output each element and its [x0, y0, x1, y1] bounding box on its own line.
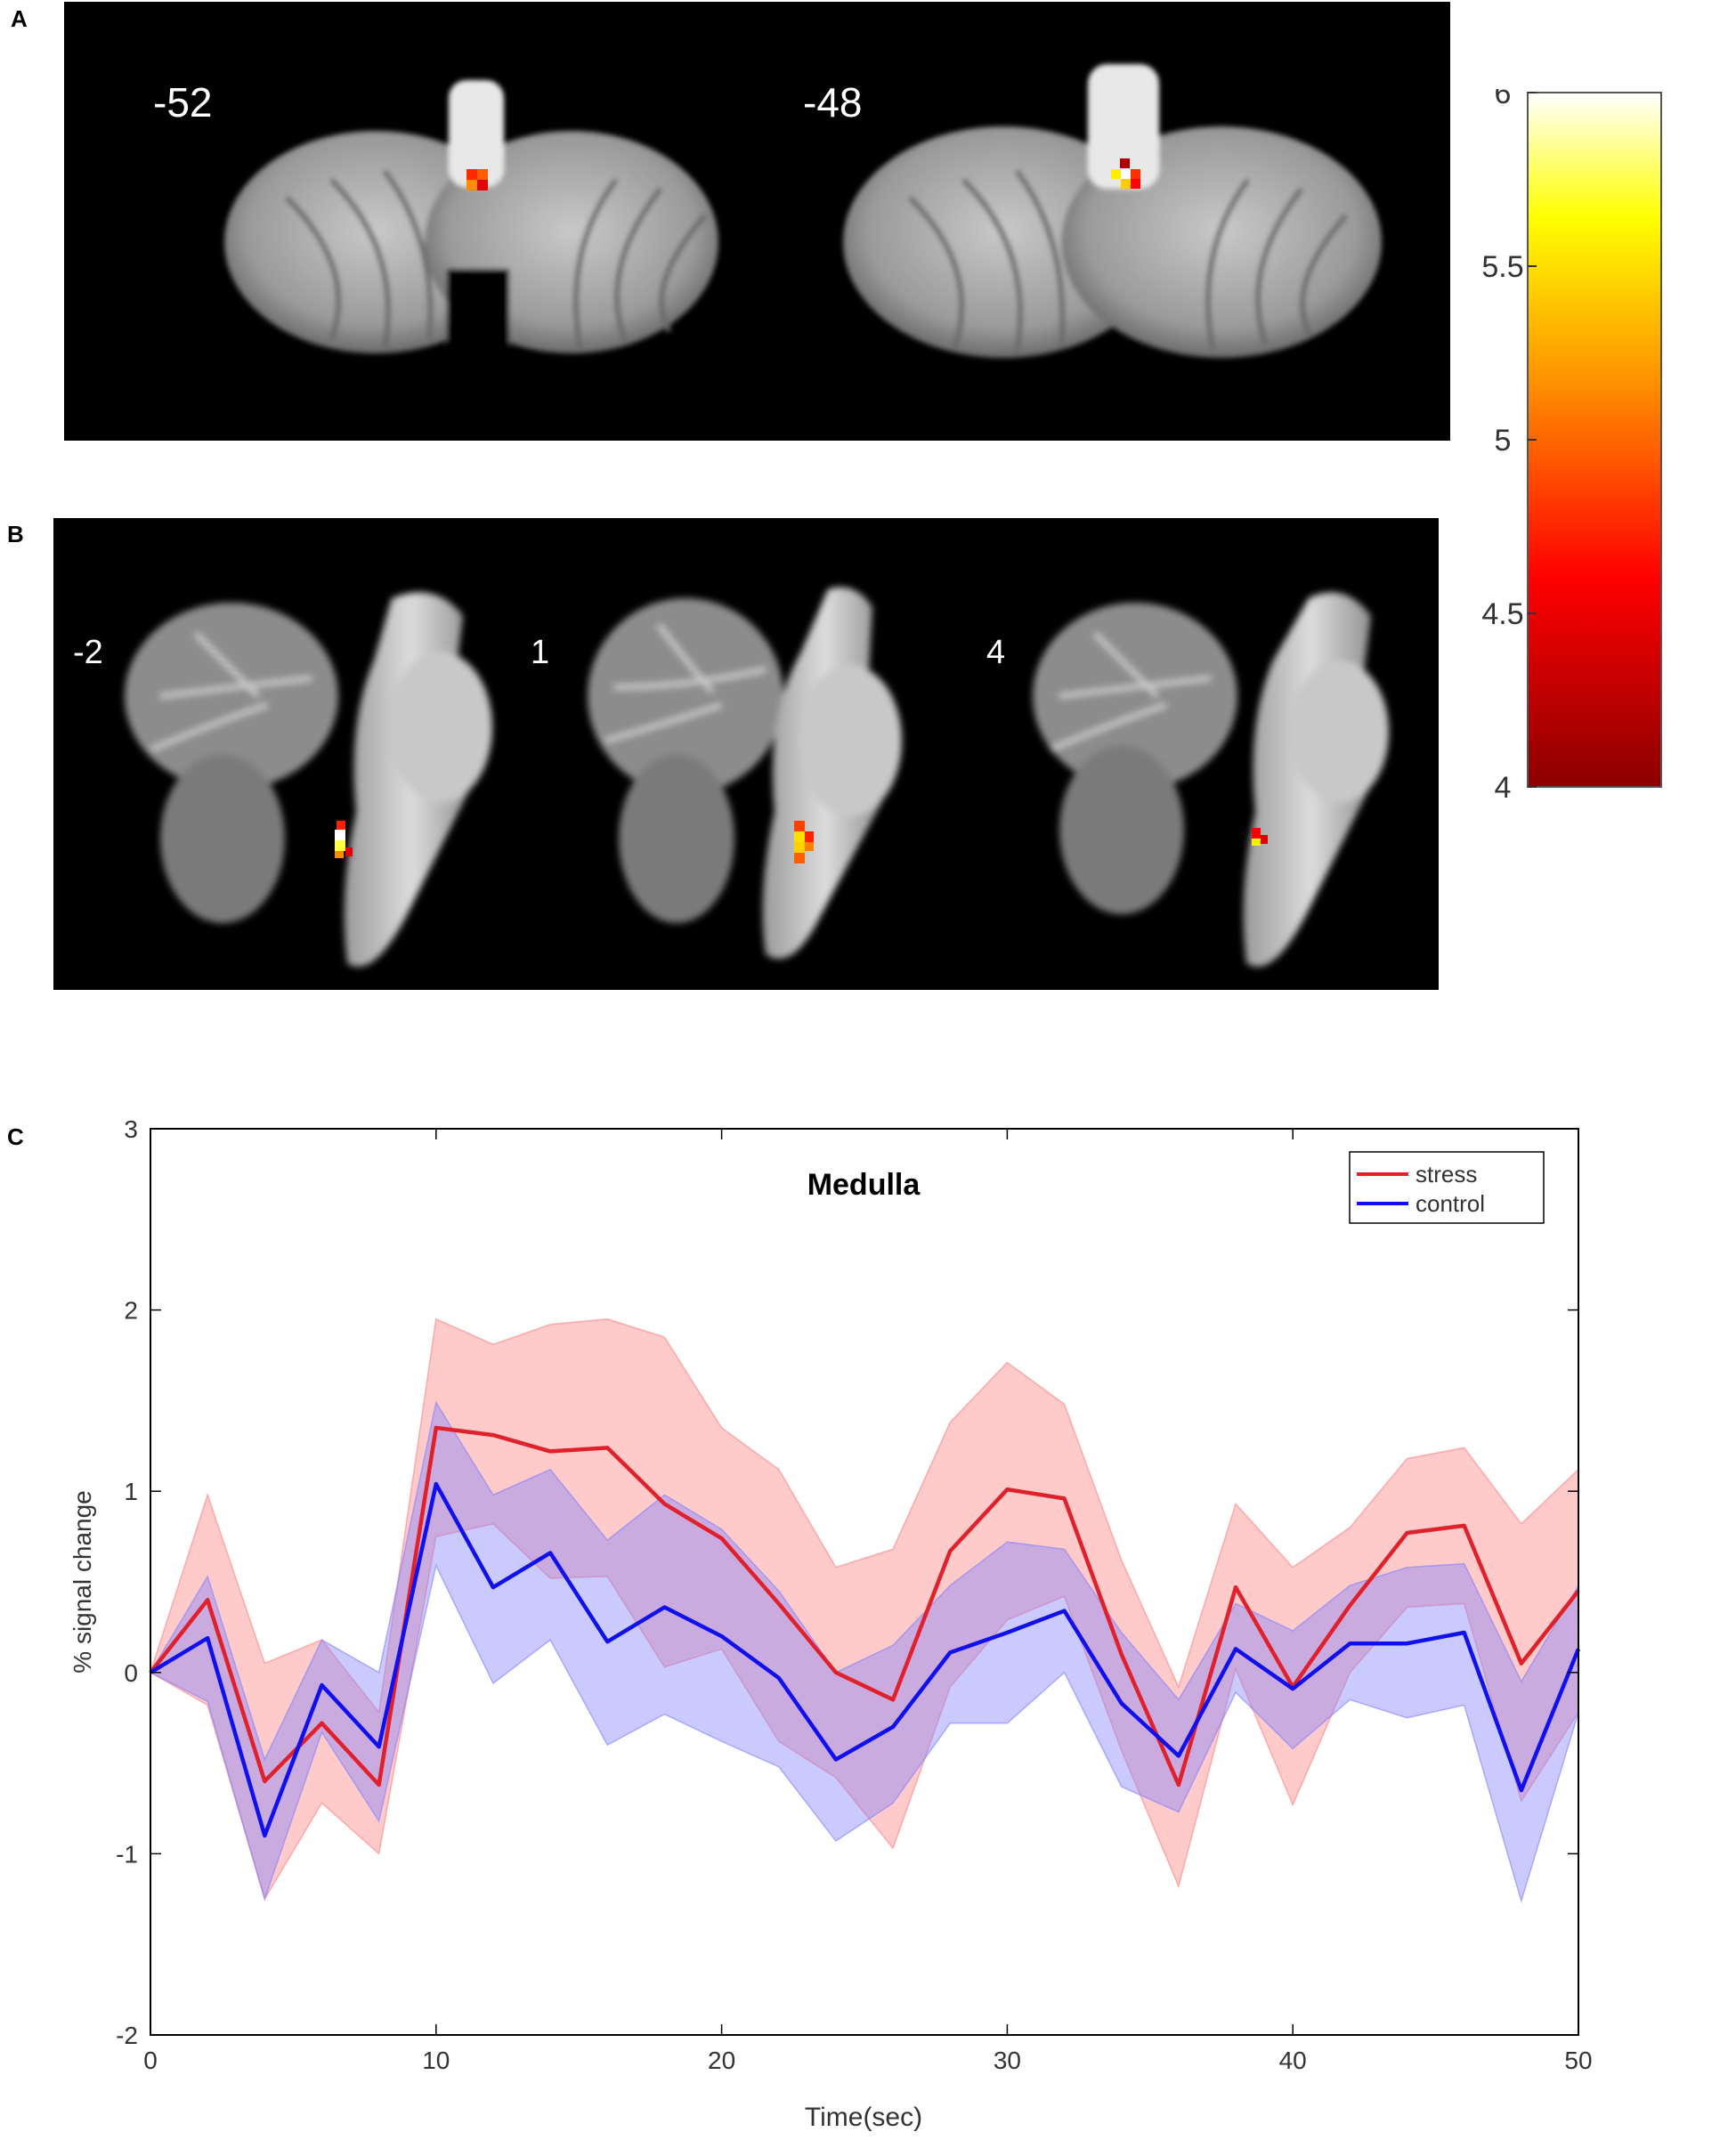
confidence-bands: [149, 1317, 1579, 1903]
slice-label-axial-1: -52: [153, 79, 213, 126]
y-tick-label: 3: [124, 1115, 138, 1143]
colorbar-gradient: [1527, 92, 1662, 788]
sagittal-slice-1: [125, 592, 492, 967]
legend-box: [1349, 1151, 1545, 1224]
series-lines: [149, 1425, 1581, 1838]
axial-slice-2: [843, 64, 1382, 358]
x-axis-ticks: 0 10 20 30 40 50: [143, 1129, 1593, 2074]
line-stress: [149, 1425, 1580, 1787]
sagittal-slice-3: [1033, 592, 1389, 967]
x-tick-label: 30: [994, 2047, 1021, 2074]
sagittal-brain-panel: -2 1 4: [53, 518, 1439, 990]
y-tick-label: -2: [116, 2022, 138, 2049]
y-tick-label: -1: [116, 1840, 138, 1868]
slice-label-sagittal-3: 4: [986, 634, 1006, 671]
panel-letter-b: B: [7, 521, 24, 547]
axial-slice-1: [224, 80, 718, 367]
y-tick-label: 0: [124, 1659, 138, 1687]
x-tick-label: 0: [143, 2047, 158, 2074]
axial-activations: [466, 158, 1140, 190]
colorbar-ticks: 6 5.5 5 4.5 4: [1481, 89, 1537, 801]
colorbar-tick-label: 6: [1495, 89, 1512, 110]
colorbar: 6 5.5 5 4.5 4: [1481, 89, 1662, 801]
x-tick-label: 40: [1279, 2047, 1307, 2074]
signal-change-line-chart: 0 10 20 30 40 50 -2 -1 0 1 2 3 Medulla Time(sec) %…: [69, 1115, 1593, 2132]
x-tick-label: 50: [1564, 2047, 1592, 2074]
y-axis-ticks: -2 -1 0 1 2 3: [116, 1115, 1578, 2049]
sagittal-activations: [335, 821, 1268, 863]
legend-label-stress: stress: [1416, 1161, 1477, 1188]
legend-label-control: control: [1416, 1190, 1485, 1217]
sagittal-slice-2: [588, 587, 902, 959]
slice-label-sagittal-1: -2: [73, 634, 103, 671]
panel-letter-a: A: [11, 5, 28, 32]
slice-label-axial-2: -48: [803, 79, 863, 126]
sagittal-brain-images: [125, 587, 1389, 967]
y-tick-label: 1: [124, 1478, 138, 1505]
colorbar-tick-label: 4.5: [1481, 597, 1523, 631]
x-tick-label: 20: [708, 2047, 735, 2074]
y-tick-label: 2: [124, 1297, 138, 1325]
legend: stress control: [1349, 1151, 1545, 1224]
plot-frame: [150, 1128, 1579, 2036]
slice-label-sagittal-2: 1: [531, 634, 550, 671]
line-control: [149, 1481, 1581, 1838]
chart-title: Medulla: [807, 1168, 921, 1202]
colorbar-tick-label: 5.5: [1481, 250, 1523, 284]
x-axis-label: Time(sec): [805, 2103, 922, 2132]
x-tick-label: 10: [422, 2047, 450, 2074]
colorbar-tick-label: 5: [1495, 424, 1512, 458]
axial-brain-images: [224, 64, 1382, 367]
panel-letter-c: C: [7, 1123, 24, 1150]
colorbar-tick-label: 4: [1495, 771, 1512, 801]
y-axis-label: % signal change: [69, 1490, 96, 1673]
axial-brain-panel: -52 -48: [64, 2, 1450, 441]
